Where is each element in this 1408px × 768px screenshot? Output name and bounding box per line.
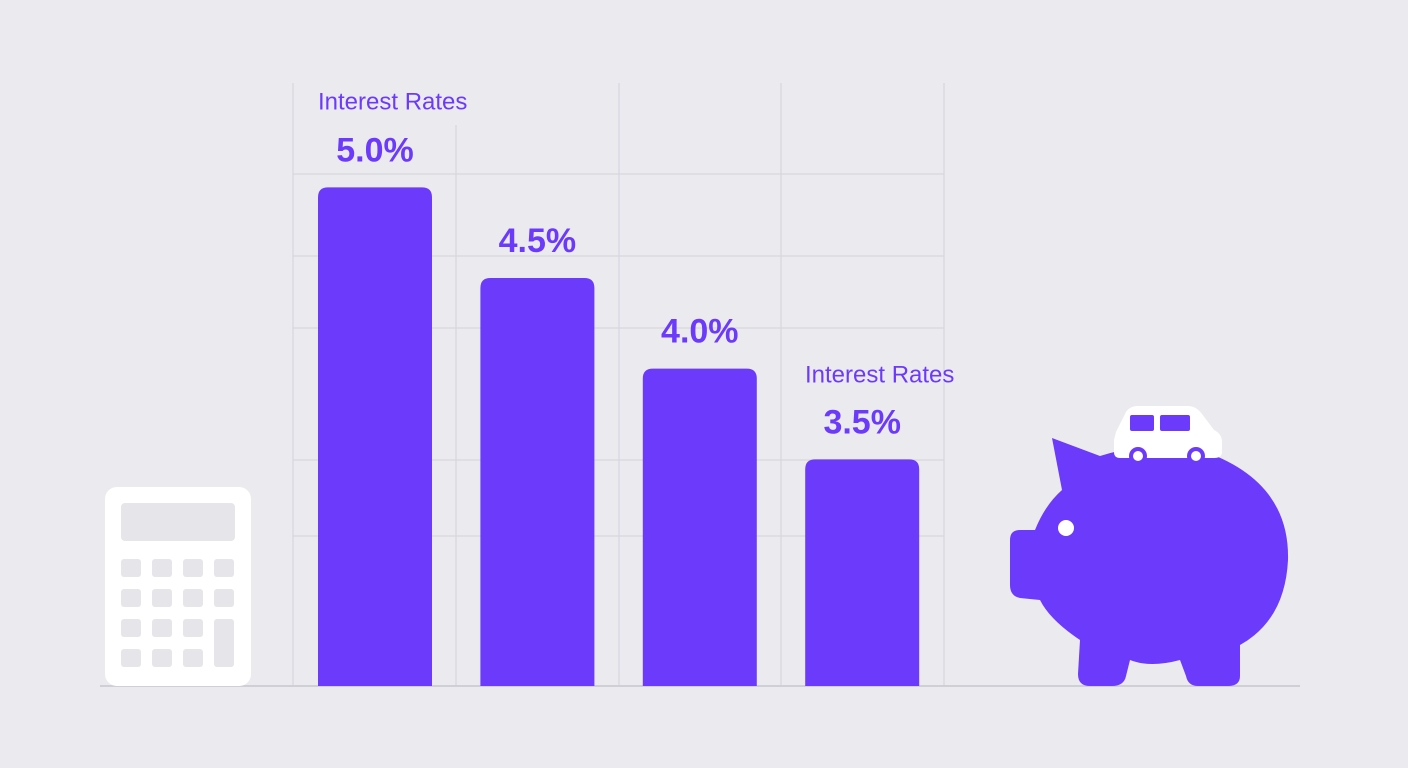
annotation: Interest Rates bbox=[318, 88, 467, 115]
bar bbox=[805, 459, 920, 686]
bar bbox=[642, 368, 757, 686]
bar bbox=[318, 187, 432, 687]
value-label: 3.5% bbox=[823, 403, 901, 441]
bar bbox=[480, 278, 595, 686]
annotation: Interest Rates bbox=[805, 361, 954, 388]
value-label: 4.5% bbox=[499, 222, 577, 260]
value-label: 4.0% bbox=[661, 313, 739, 351]
value-label: 5.0% bbox=[336, 131, 414, 169]
piggy-bank-icon bbox=[1010, 406, 1289, 686]
calculator-icon bbox=[105, 487, 251, 686]
